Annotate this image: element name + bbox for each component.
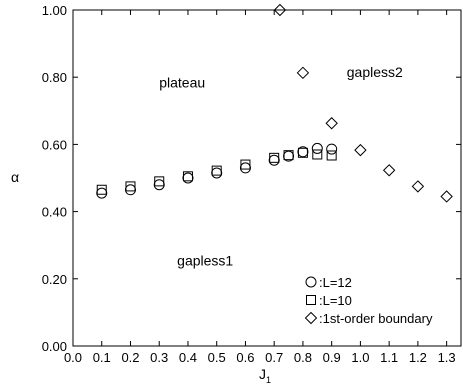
point-l-10 (96, 184, 107, 195)
x-tick-label: 0.1 (93, 350, 111, 365)
y-tick-label: 1.00 (42, 3, 67, 18)
x-tick-label: 0.7 (265, 350, 283, 365)
y-tick-label: 0.80 (42, 70, 67, 85)
y-tick-label: 0.00 (42, 339, 67, 354)
legend-marker-diamond (304, 311, 318, 325)
x-tick-label: 1.0 (351, 350, 369, 365)
legend-label: :L=10 (319, 293, 352, 308)
y-tick-label: 0.20 (42, 272, 67, 287)
region-label: gapless2 (347, 64, 403, 80)
point-l-12 (182, 172, 194, 184)
x-axis-label-subscript: 1 (266, 375, 271, 385)
point-1st-order-boundary (325, 117, 338, 130)
point-l-12 (239, 162, 251, 174)
region-label: plateau (159, 74, 205, 90)
point-l-10 (297, 147, 308, 158)
point-l-12 (268, 154, 280, 166)
legend-marker-square (306, 295, 316, 305)
point-1st-order-boundary (296, 66, 310, 80)
point-1st-order-boundary (440, 190, 453, 203)
point-l-10 (312, 149, 323, 160)
x-axis-label-main: J (259, 366, 266, 382)
point-l-10 (154, 176, 165, 187)
y-axis-label: α (11, 169, 19, 185)
x-axis-ticks: 0.0 0.1 0.2 0.3 0.4 0.5 0.6 0.7 0.8 0.9 1.0 1.1 1.2 1… (64, 10, 456, 365)
x-tick-label: 1.1 (380, 350, 398, 365)
point-l-12 (96, 187, 108, 199)
x-tick-label: 0.9 (323, 350, 341, 365)
y-tick-label: 0.40 (42, 205, 67, 220)
legend-label: :1st-order boundary (319, 311, 433, 326)
x-tick-label: 0.3 (150, 350, 168, 365)
point-l-10 (182, 171, 193, 182)
point-1st-order-boundary (354, 143, 367, 157)
point-l-12 (326, 143, 338, 155)
point-1st-order-boundary (411, 180, 425, 193)
point-l-12 (211, 167, 223, 179)
legend-label: :L=12 (319, 275, 352, 290)
point-l-10 (283, 150, 294, 161)
point-l-12 (124, 184, 136, 196)
point-l-10 (125, 181, 136, 192)
data-points (96, 3, 453, 203)
x-axis-label: J1 (259, 366, 271, 385)
x-tick-label: 0.8 (294, 350, 312, 365)
legend: :L=12 :L=10 :1st-order boundary (304, 275, 433, 326)
point-l-10 (269, 152, 280, 163)
point-l-12 (153, 179, 165, 191)
x-tick-label: 1.2 (409, 350, 427, 365)
x-tick-label: 0.0 (64, 350, 82, 365)
y-tick-label: 0.60 (42, 137, 67, 152)
point-1st-order-boundary (382, 164, 396, 177)
point-l-12 (311, 142, 323, 154)
plot-frame (72, 9, 462, 347)
x-tick-label: 0.5 (208, 350, 226, 365)
x-tick-label: 1.3 (438, 350, 456, 365)
x-tick-label: 0.4 (179, 350, 197, 365)
x-tick-label: 0.2 (121, 350, 139, 365)
point-l-10 (326, 150, 337, 161)
x-tick-label: 0.6 (236, 350, 254, 365)
legend-marker-circle (305, 276, 317, 288)
region-label: gapless1 (177, 252, 233, 268)
y-axis-ticks: 0.00 0.20 0.40 0.60 0.80 1.00 (42, 3, 461, 354)
region-annotations: plateau gapless2 gapless1 (159, 64, 403, 268)
point-1st-order-boundary (273, 3, 287, 17)
point-l-10 (211, 165, 222, 176)
point-l-10 (240, 159, 251, 170)
